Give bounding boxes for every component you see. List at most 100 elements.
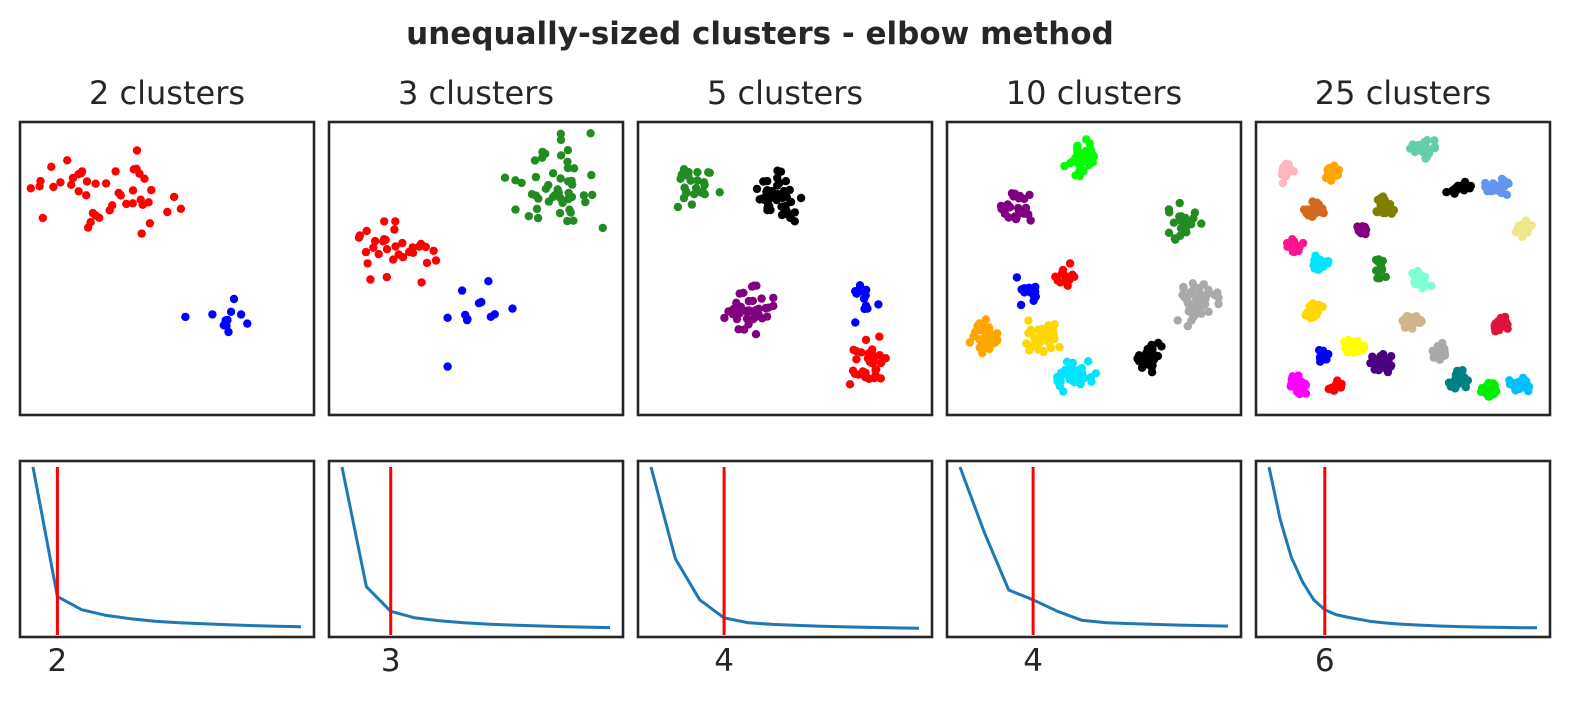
scatter-point	[138, 200, 147, 209]
scatter-point	[1188, 302, 1198, 311]
scatter-point	[1290, 247, 1299, 257]
scatter-point	[1165, 208, 1174, 217]
cluster-4	[851, 281, 883, 327]
cluster-7	[965, 315, 1002, 358]
elbow-k-label: 3	[381, 643, 401, 679]
scatter-point	[1496, 313, 1506, 323]
elbow-frame	[1254, 459, 1552, 639]
cluster-8	[1511, 216, 1536, 242]
scatter-point	[394, 250, 403, 259]
scatter-point	[1214, 299, 1223, 309]
cluster-1	[673, 165, 724, 212]
scatter-point	[1039, 347, 1048, 357]
scatter-point	[1046, 343, 1056, 353]
elbow-frame	[18, 459, 316, 639]
scatter-point	[969, 332, 978, 341]
elbow-frame	[327, 459, 625, 639]
elbow-curve	[31, 466, 302, 629]
scatter-point	[431, 256, 441, 265]
scatter-point	[690, 190, 699, 199]
scatter-point	[47, 162, 56, 171]
scatter-point	[1154, 338, 1163, 348]
scatter-point	[684, 171, 693, 180]
scatter-point	[533, 213, 543, 223]
scatter-point	[993, 329, 1002, 338]
cluster-1	[1060, 135, 1099, 181]
scatter-point	[1463, 376, 1473, 385]
scatter-point	[1070, 272, 1079, 281]
scatter-point	[82, 191, 91, 200]
scatter-point	[408, 243, 417, 252]
cluster-5	[1012, 273, 1041, 310]
cluster-15	[1398, 311, 1426, 333]
scatter-point	[1490, 380, 1499, 390]
scatter-point	[1012, 273, 1022, 282]
scatter-point	[1308, 301, 1317, 311]
scatter-point	[1407, 317, 1416, 327]
panel-5: 25 clusters 6	[1254, 74, 1552, 679]
scatter-point	[1410, 272, 1419, 282]
scatter-point	[759, 177, 768, 186]
scatter-point	[391, 217, 400, 226]
scatter-point	[457, 286, 467, 295]
scatter-point	[1029, 296, 1038, 305]
scatter-point	[1421, 154, 1430, 163]
scatter-point	[1376, 197, 1386, 206]
elbow-frame	[636, 459, 934, 639]
scatter-point	[1004, 213, 1013, 222]
panel-title: 10 clusters	[1006, 74, 1182, 112]
scatter-point	[1015, 191, 1025, 201]
figure-title: unequally-sized clusters - elbow method	[406, 16, 1114, 52]
scatter-point	[500, 173, 510, 182]
scatter-point	[1335, 380, 1344, 390]
scatter-point	[1377, 262, 1386, 271]
scatter-point	[1183, 321, 1193, 331]
scatter-point	[1504, 179, 1513, 188]
scatter-point	[1502, 190, 1512, 199]
scatter-point	[1059, 387, 1068, 396]
scatter-point	[1436, 341, 1446, 351]
scatter-point	[1398, 316, 1407, 325]
scatter-point	[739, 325, 749, 334]
scatter-point	[556, 135, 566, 145]
scatter-point	[56, 178, 65, 187]
scatter-point	[1024, 316, 1033, 325]
panel-title: 5 clusters	[707, 74, 863, 112]
scatter-point	[1071, 171, 1080, 180]
scatter-point	[381, 235, 390, 245]
scatter-point	[1044, 336, 1053, 346]
scatter-point	[569, 216, 578, 225]
scatter-point	[363, 259, 372, 268]
scatter-point	[687, 200, 697, 209]
scatter-point	[1278, 178, 1288, 188]
scatter-point	[1079, 166, 1088, 176]
scatter-point	[1359, 226, 1368, 236]
scatter-point	[1086, 373, 1096, 382]
scatter-point	[704, 168, 713, 177]
scatter-point	[541, 149, 550, 158]
elbow-k-label: 6	[1315, 643, 1335, 679]
scatter-point	[1053, 375, 1062, 385]
cluster-14	[1301, 299, 1327, 323]
scatter-point	[374, 249, 383, 259]
scatter-point	[1381, 272, 1391, 282]
scatter-point	[398, 238, 407, 248]
scatter-point	[484, 277, 493, 286]
scatter-point	[1022, 339, 1031, 348]
scatter-point	[1014, 205, 1023, 214]
scatter-point	[1291, 382, 1300, 391]
scatter-point	[556, 151, 566, 160]
cluster-24	[1477, 378, 1501, 401]
scatter-point	[1164, 228, 1174, 237]
scatter-point	[790, 217, 799, 226]
scatter-point	[429, 246, 438, 255]
scatter-point	[1031, 287, 1040, 296]
scatter-point	[1005, 202, 1014, 211]
scatter-point	[1173, 316, 1182, 325]
scatter-point	[1214, 293, 1223, 302]
scatter-point	[1489, 180, 1499, 189]
scatter-point	[563, 146, 573, 155]
scatter-point	[511, 205, 520, 214]
scatter-point	[1034, 333, 1043, 342]
